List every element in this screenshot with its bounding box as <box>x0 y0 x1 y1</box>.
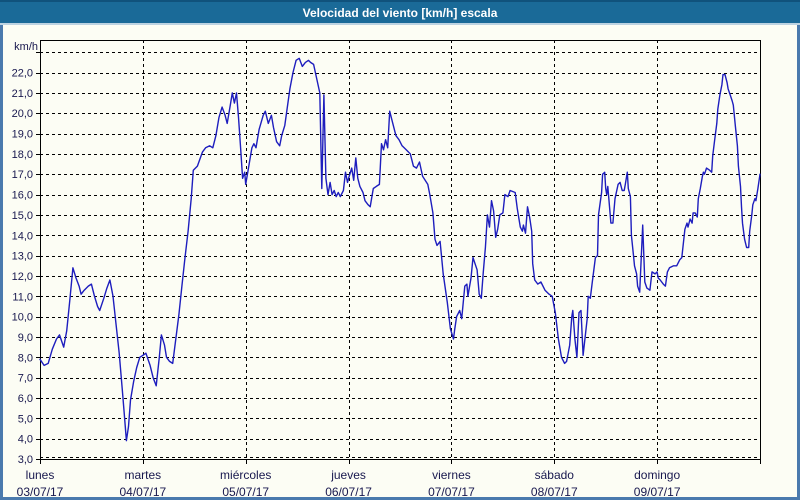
y-tick-label: 22,0 <box>12 68 33 80</box>
x-day-date-label: 09/07/17 <box>634 485 681 499</box>
x-day-date-label: 08/07/17 <box>531 485 578 499</box>
y-tick-label: 19,0 <box>12 129 33 141</box>
chart-title-bar: Velocidad del viento [km/h] escala <box>0 0 800 25</box>
y-tick-label: 17,0 <box>12 169 33 181</box>
plot-border <box>40 40 761 460</box>
y-tick-label: 3,0 <box>18 454 33 466</box>
x-day-date-label: 03/07/17 <box>17 485 64 499</box>
y-tick-label: 7,0 <box>18 373 33 385</box>
y-tick-label: 10,0 <box>12 312 33 324</box>
chart-title: Velocidad del viento [km/h] escala <box>302 5 498 20</box>
y-tick-label: 6,0 <box>18 393 33 405</box>
y-tick-label: 16,0 <box>12 190 33 202</box>
x-day-name-label: sábado <box>535 468 575 482</box>
y-tick-label: 14,0 <box>12 230 33 242</box>
y-tick-label: 9,0 <box>18 332 33 344</box>
x-day-name-label: miércoles <box>220 468 271 482</box>
x-day-date-label: 04/07/17 <box>119 485 166 499</box>
x-day-name-label: jueves <box>330 468 366 482</box>
gridlines <box>36 40 761 464</box>
y-tick-label: 11,0 <box>12 291 33 303</box>
y-tick-label: 8,0 <box>18 352 33 364</box>
y-tick-label: 13,0 <box>12 251 33 263</box>
wind-speed-series-line <box>39 57 761 442</box>
y-tick-label: 18,0 <box>12 149 33 161</box>
y-tick-label: 5,0 <box>18 413 33 425</box>
x-day-name-label: domingo <box>634 468 680 482</box>
x-day-name-label: lunes <box>26 468 55 482</box>
x-day-name-label: martes <box>125 468 162 482</box>
x-day-date-label: 07/07/17 <box>428 485 475 499</box>
x-day-date-label: 05/07/17 <box>222 485 269 499</box>
x-day-date-label: 06/07/17 <box>325 485 372 499</box>
y-tick-label: 4,0 <box>18 434 33 446</box>
y-tick-label: 21,0 <box>12 88 33 100</box>
y-tick-label: 20,0 <box>12 108 33 120</box>
x-day-name-label: viernes <box>432 468 471 482</box>
y-tick-label: 15,0 <box>12 210 33 222</box>
y-tick-label: 12,0 <box>12 271 33 283</box>
y-axis-unit-label: km/h <box>14 41 38 53</box>
